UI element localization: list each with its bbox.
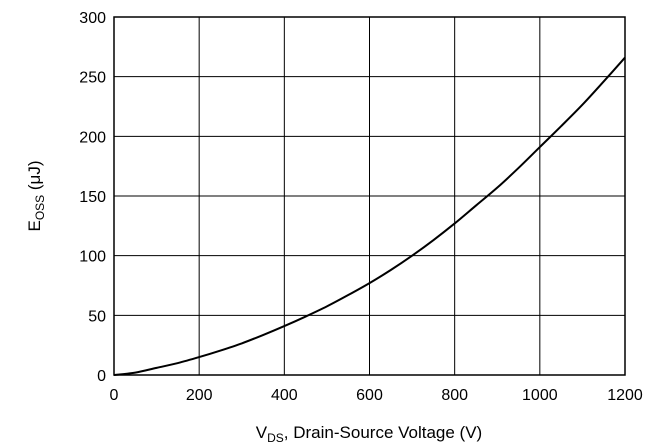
x-axis-title: VDS, Drain-Source Voltage (V) (256, 423, 482, 445)
y-tick-label: 300 (79, 10, 106, 27)
y-tick-label: 50 (88, 308, 106, 325)
x-tick-label: 400 (271, 387, 298, 404)
x-tick-label: 200 (186, 387, 213, 404)
x-tick-label: 800 (441, 387, 468, 404)
x-tick-label: 1200 (607, 387, 643, 404)
y-tick-label: 250 (79, 70, 106, 87)
x-tick-label: 1000 (522, 387, 558, 404)
y-tick-labels: 0 50 100 150 200 250 300 (79, 10, 106, 385)
eoss-curve (113, 56, 626, 376)
y-tick-label: 100 (79, 249, 106, 266)
plot-frame (113, 16, 626, 376)
y-tick-label: 200 (79, 129, 106, 146)
x-tick-label: 600 (356, 387, 383, 404)
x-tick-labels: 0 200 400 600 800 1000 1200 (110, 387, 643, 404)
grid (114, 17, 625, 375)
y-tick-label: 150 (79, 189, 106, 206)
y-tick-label: 0 (97, 368, 106, 385)
y-axis-title: EOSS (μJ) (25, 160, 47, 231)
x-tick-label: 0 (110, 387, 119, 404)
